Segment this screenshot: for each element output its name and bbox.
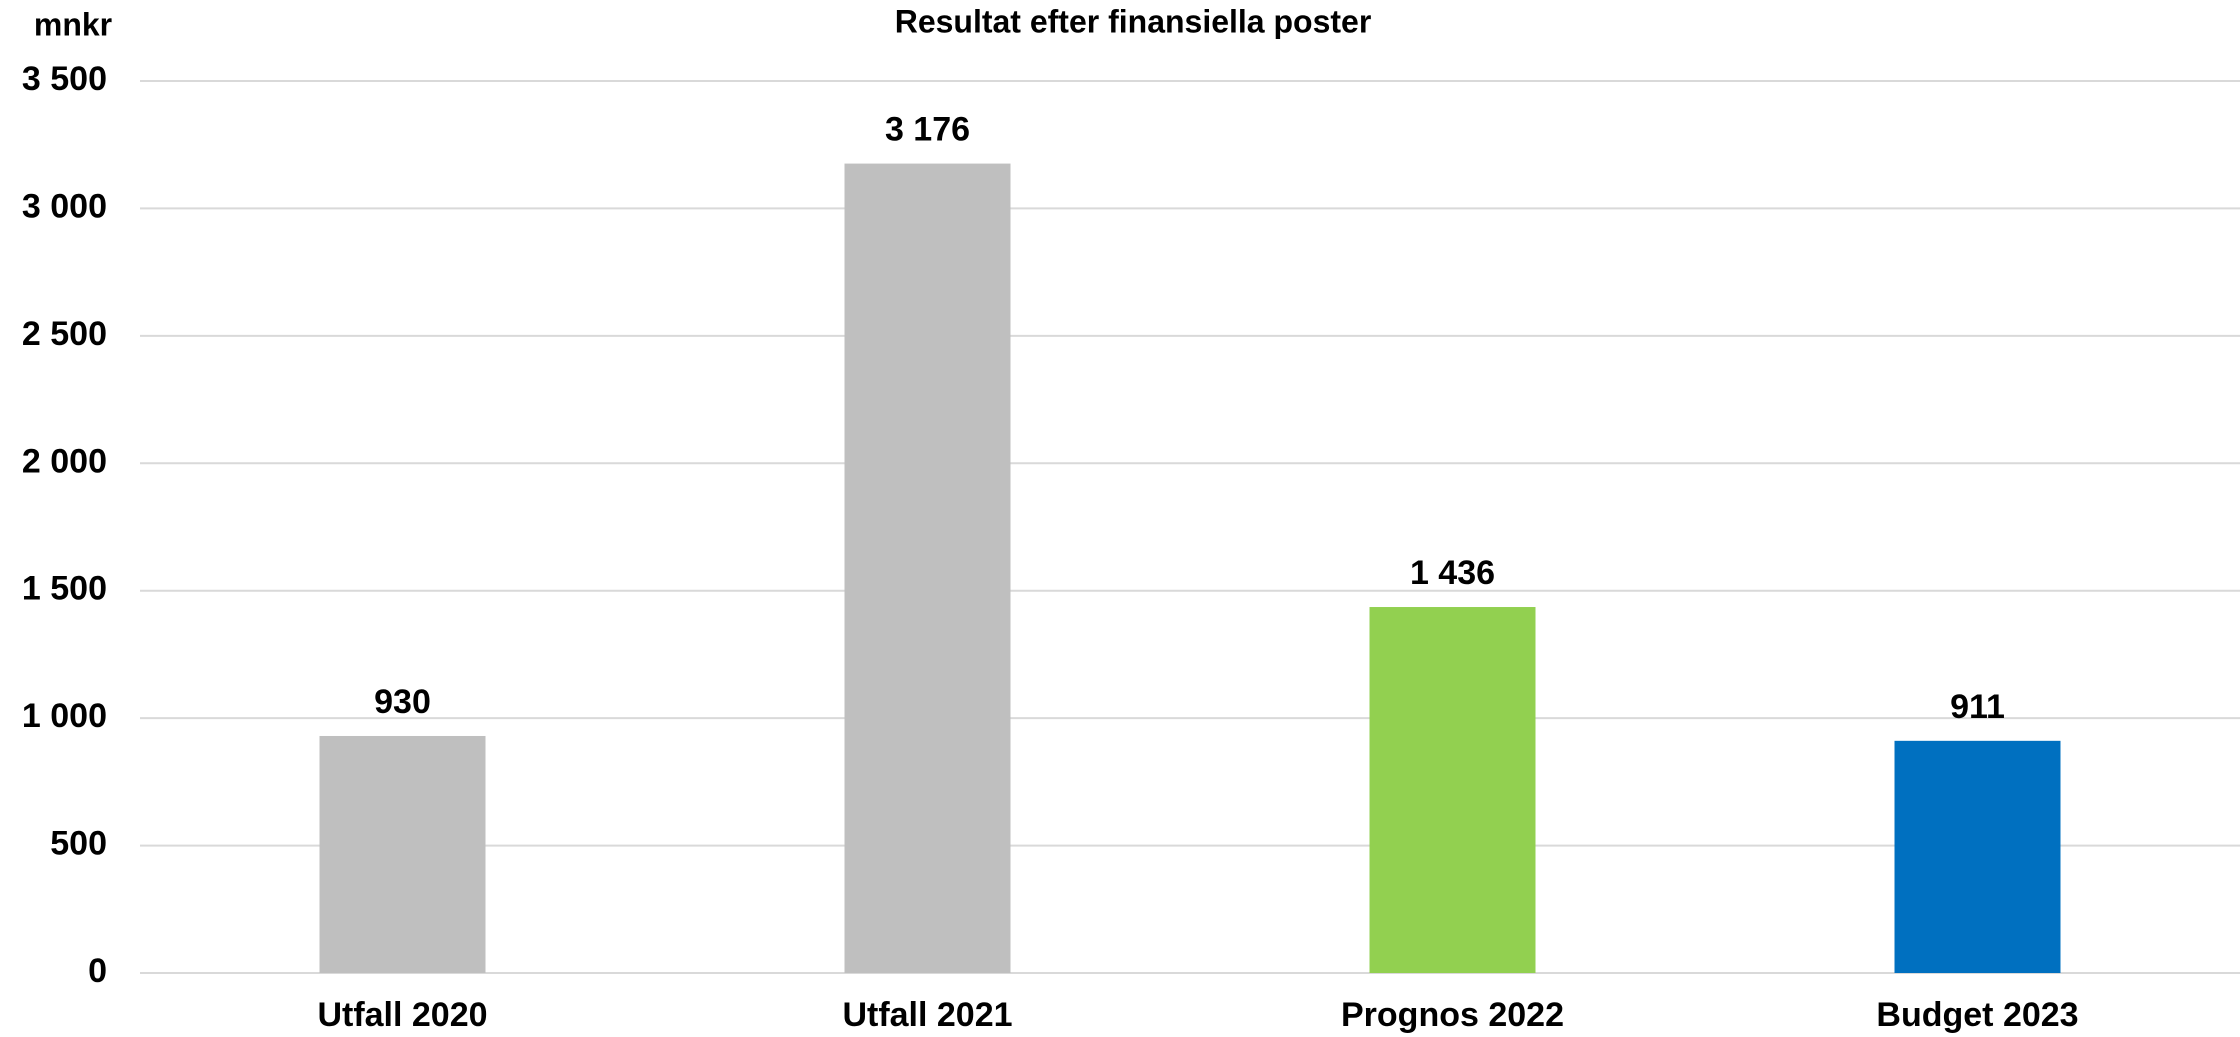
y-tick-label: 1 000 bbox=[22, 697, 107, 735]
bar bbox=[844, 163, 1011, 973]
y-axis-label: mnkr bbox=[34, 6, 112, 42]
y-tick-label: 1 500 bbox=[22, 570, 107, 608]
x-tick-label: Budget 2023 bbox=[1876, 996, 2078, 1034]
y-tick-label: 0 bbox=[88, 952, 107, 990]
x-tick-label: Prognos 2022 bbox=[1341, 996, 1564, 1034]
y-tick-label: 500 bbox=[50, 825, 107, 863]
data-label: 3 176 bbox=[885, 111, 970, 149]
y-tick-label: 3 000 bbox=[22, 187, 107, 225]
y-tick-label: 2 000 bbox=[22, 442, 107, 480]
x-tick-label: Utfall 2021 bbox=[842, 996, 1012, 1034]
y-tick-label: 3 500 bbox=[22, 60, 107, 98]
data-label: 930 bbox=[374, 683, 431, 721]
bar bbox=[319, 735, 486, 973]
bar bbox=[1369, 607, 1536, 973]
bar bbox=[1894, 740, 2061, 973]
data-label: 911 bbox=[1950, 688, 2005, 726]
chart-title: Resultat efter finansiella poster bbox=[895, 3, 1372, 39]
data-label: 1 436 bbox=[1410, 554, 1495, 592]
x-tick-label: Utfall 2020 bbox=[317, 996, 487, 1034]
y-tick-label: 2 500 bbox=[22, 315, 107, 353]
